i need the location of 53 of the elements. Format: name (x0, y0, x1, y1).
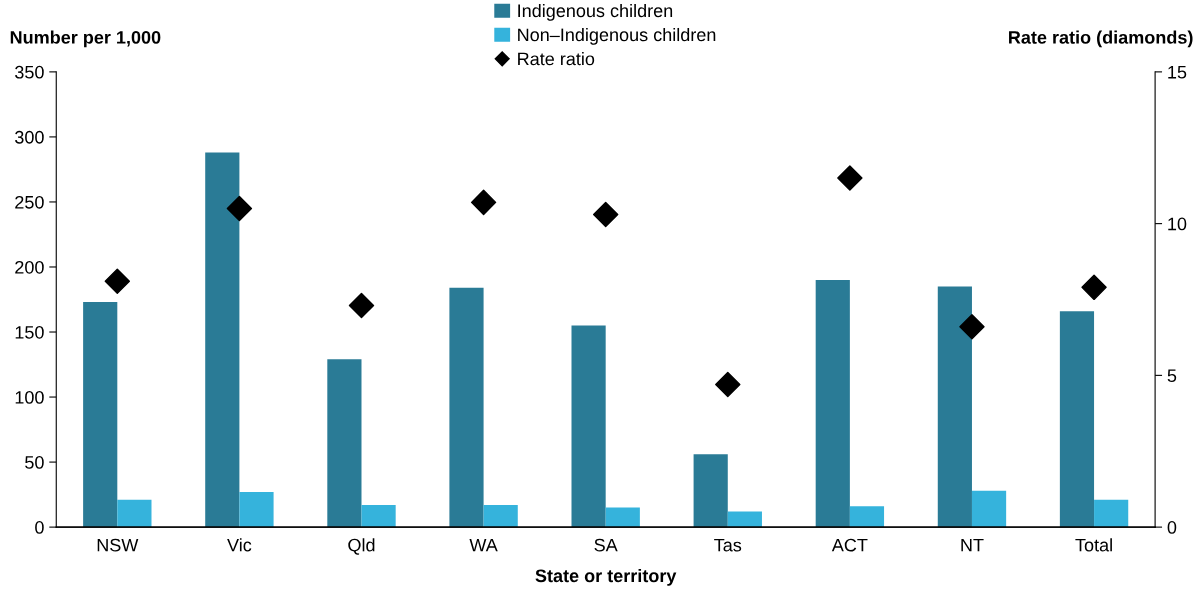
point (592, 201, 619, 228)
point (837, 165, 863, 191)
y2-axis-title: Rate ratio (diamonds) (1009, 30, 1193, 48)
y-tick-label: 100 (15, 390, 44, 404)
bar (239, 492, 274, 528)
bar (83, 302, 118, 528)
y-tick-label: 200 (15, 260, 44, 274)
bar (693, 454, 728, 528)
point (348, 292, 375, 319)
legend-label: Rate ratio (518, 52, 595, 66)
bar (327, 359, 362, 528)
point (104, 268, 131, 295)
y-tick-label: 0 (35, 521, 44, 534)
y2-tick-label: 10 (1168, 217, 1187, 231)
y-tick-label: 300 (15, 130, 44, 144)
x-tick-label: NT (961, 538, 984, 552)
bar (117, 499, 152, 528)
bar (1094, 499, 1129, 528)
bar (361, 505, 396, 528)
point (226, 195, 253, 222)
legend-label: Indigenous children (518, 3, 673, 21)
point (470, 189, 497, 216)
x-tick-label: Qld (348, 538, 375, 555)
x-tick-label: Vic (227, 538, 252, 552)
x-axis-title: State or territory (535, 568, 677, 586)
x-tick-label: Tas (714, 538, 742, 552)
y-tick-label: 50 (25, 456, 44, 469)
bar (449, 287, 484, 528)
legend-label: Non–Indigenous children (518, 27, 716, 45)
bar (605, 507, 640, 528)
bar (971, 490, 1007, 528)
y2-tick-label: 15 (1168, 66, 1187, 79)
y-axis-title: Number per 1,000 (10, 30, 161, 48)
x-tick-label: NSW (97, 538, 139, 552)
x-tick-label: SA (594, 538, 618, 552)
bar (849, 506, 885, 528)
x-tick-label: ACT (831, 538, 868, 552)
y-tick-label: 150 (15, 325, 44, 339)
x-tick-label: Total (1075, 538, 1112, 552)
bar (205, 152, 240, 528)
bar (815, 279, 850, 528)
point (715, 371, 741, 398)
bar (1059, 311, 1095, 528)
bar (483, 505, 518, 528)
point (959, 314, 985, 340)
point (1081, 274, 1107, 301)
y-tick-label: 250 (15, 195, 44, 209)
x-tick-label: WA (469, 538, 498, 552)
bar (571, 325, 606, 528)
bar (937, 286, 972, 528)
y-tick-label: 350 (15, 65, 44, 79)
y2-tick-label: 0 (1167, 521, 1177, 534)
y2-tick-label: 5 (1167, 369, 1177, 383)
